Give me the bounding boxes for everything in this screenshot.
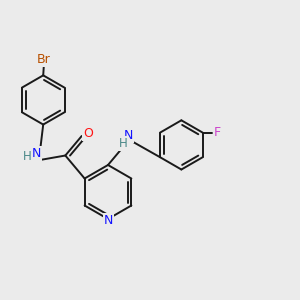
Text: Br: Br bbox=[37, 53, 51, 66]
Text: N: N bbox=[104, 214, 113, 227]
Text: H: H bbox=[23, 150, 32, 164]
Text: N: N bbox=[124, 129, 134, 142]
Text: F: F bbox=[214, 126, 221, 139]
Text: O: O bbox=[83, 127, 93, 140]
Text: N: N bbox=[32, 147, 41, 160]
Text: H: H bbox=[119, 137, 128, 150]
